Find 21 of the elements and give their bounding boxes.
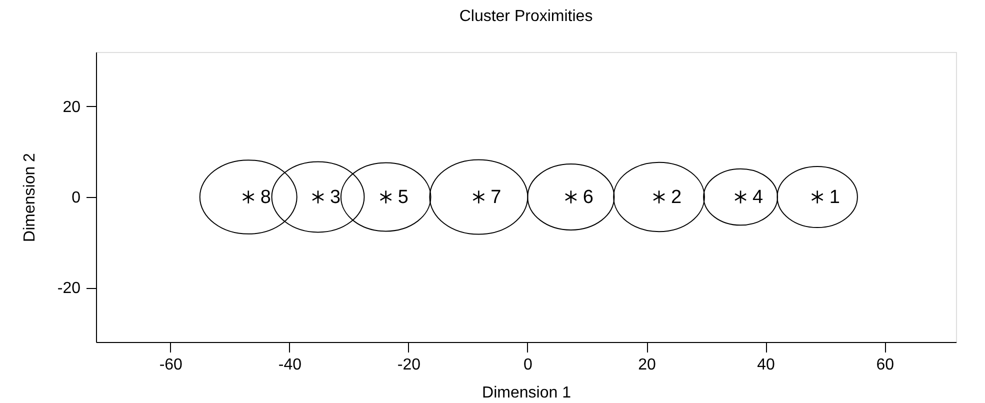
y-tick-label: 0 — [72, 190, 81, 206]
x-tick-label: 0 — [524, 356, 533, 374]
annotation: 8 — [260, 187, 271, 208]
x-tick-label: 20 — [638, 356, 656, 374]
x-tick-label: -40 — [278, 356, 302, 374]
x-tick-label: -60 — [159, 356, 183, 374]
annotation: 6 — [582, 187, 594, 208]
chart-title: Cluster Proximities — [459, 8, 593, 25]
x-tick-label: 60 — [876, 356, 894, 374]
y-tick-label: -20 — [57, 280, 81, 298]
x-axis-title: Dimension 1 — [482, 384, 572, 402]
annotation: 1 — [829, 187, 840, 208]
y-tick-label: 20 — [62, 98, 81, 116]
annotation: 2 — [671, 187, 682, 208]
annotation: 4 — [752, 187, 764, 208]
annotation: 7 — [490, 187, 502, 208]
y-axis-title: Dimension 2 — [21, 152, 38, 242]
annotation: 3 — [330, 187, 341, 208]
x-tick-label: -20 — [397, 356, 421, 374]
annotation: 5 — [398, 187, 408, 208]
x-tick-label: 40 — [757, 356, 776, 374]
